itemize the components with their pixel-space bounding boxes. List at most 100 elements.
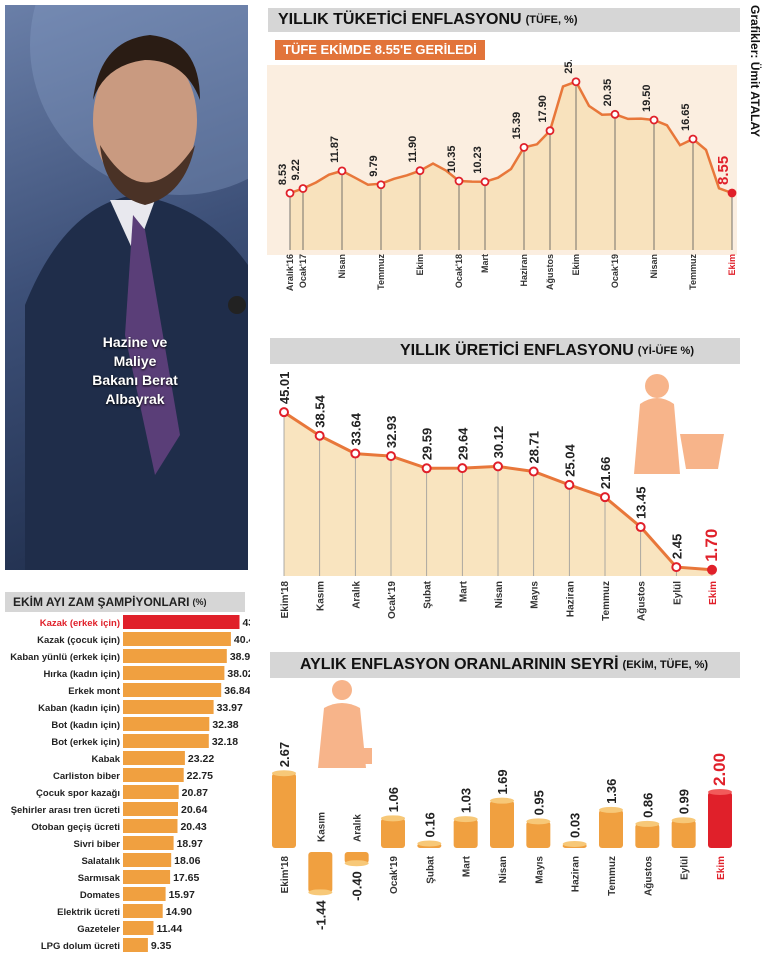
monthly-bar-cap xyxy=(562,841,587,847)
monthly-bar-cap xyxy=(272,770,296,777)
cpi-value-label: 20.35 xyxy=(602,79,614,107)
champion-value-label: 36.84 xyxy=(224,685,250,697)
monthly-bar-cap xyxy=(453,816,478,823)
woman-figure-icon xyxy=(332,680,352,700)
monthly-value-label: -1.44 xyxy=(313,900,328,930)
ppi-point xyxy=(314,430,325,441)
champion-bar xyxy=(123,819,178,833)
cpi-chart-title: YILLIK TÜKETİCİ ENFLASYONU (TÜFE, %) xyxy=(268,8,740,32)
cpi-point xyxy=(454,176,464,186)
ppi-point xyxy=(707,564,717,575)
cpi-point xyxy=(415,166,425,176)
monthly-bar-cap xyxy=(599,806,623,813)
champion-value-label: 38.94 xyxy=(230,651,250,663)
cpi-tick-label: Ocak'17 xyxy=(298,254,308,288)
champion-item-label: Sivri biber xyxy=(74,839,121,850)
monthly-tick-label: Ekim xyxy=(716,856,727,880)
ppi-chart-title: YILLIK ÜRETİCİ ENFLASYONU (Yİ-ÜFE %) xyxy=(270,338,740,364)
ppi-tick-label: Mayıs xyxy=(530,581,541,609)
champions-title-unit: (%) xyxy=(192,597,207,607)
cpi-value-label: 15.39 xyxy=(511,112,523,140)
monthly-title-text: AYLIK ENFLASYON ORANLARININ SEYRİ xyxy=(300,656,619,673)
monthly-value-label: -0.40 xyxy=(350,871,365,901)
cpi-value-label: 17.90 xyxy=(537,95,549,123)
champion-bar xyxy=(123,853,172,867)
monthly-bar xyxy=(599,809,623,848)
monthly-value-label: 0.03 xyxy=(568,813,583,838)
monthly-bar-cap xyxy=(417,840,442,847)
champion-bar xyxy=(123,666,225,680)
champion-bar xyxy=(123,938,148,952)
monthly-bar xyxy=(635,823,660,848)
cpi-tick-label: Ekim xyxy=(727,254,737,276)
price-champions-title: EKİM AYI ZAM ŞAMPİYONLARI (%) xyxy=(5,592,245,612)
monthly-bar-cap xyxy=(671,817,696,824)
champion-item-label: Domates xyxy=(80,890,120,901)
monthly-bar xyxy=(308,852,333,893)
champion-bar xyxy=(123,615,240,629)
champion-value-label: 15.97 xyxy=(169,889,195,901)
ppi-value-label: 30.12 xyxy=(491,426,506,459)
monthly-chart-title: AYLIK ENFLASYON ORANLARININ SEYRİ (EKİM, … xyxy=(270,652,740,678)
cpi-tick-label: Aralık'16 xyxy=(285,254,295,291)
cpi-series-line xyxy=(289,80,733,195)
champion-item-label: Hırka (kadın için) xyxy=(43,669,120,680)
cpi-title-unit: (TÜFE, %) xyxy=(525,14,578,26)
monthly-bar xyxy=(708,792,732,848)
monthly-value-label: 0.86 xyxy=(640,793,655,818)
cpi-value-label: 8.55 xyxy=(715,156,732,185)
ppi-value-label: 32.93 xyxy=(384,416,399,449)
champion-value-label: 32.38 xyxy=(212,719,238,731)
champion-value-label: 23.22 xyxy=(188,753,214,765)
ppi-point xyxy=(279,407,289,418)
cpi-point xyxy=(649,115,659,125)
monthly-bar-cap xyxy=(490,797,514,804)
monthly-bar-cap xyxy=(526,818,551,825)
monthly-tick-label: Nisan xyxy=(498,856,509,883)
monthly-tick-label: Ağustos xyxy=(643,856,654,896)
champion-value-label: 38.02 xyxy=(227,668,250,680)
cpi-value-label: 25.24 xyxy=(563,60,575,74)
cpi-value-label: 10.35 xyxy=(446,145,458,173)
cpi-point xyxy=(727,188,737,198)
champion-item-label: LPG dolum ücreti xyxy=(41,941,120,952)
champion-value-label: 22.75 xyxy=(187,770,213,782)
monthly-tick-label: Ocak'19 xyxy=(389,856,400,894)
monthly-value-label: 1.69 xyxy=(495,769,510,794)
ppi-tick-label: Haziran xyxy=(565,581,576,617)
champion-item-label: Salatalık xyxy=(81,856,120,867)
monthly-bar-cap xyxy=(708,789,732,795)
champion-value-label: 32.18 xyxy=(212,736,238,748)
champion-value-label: 17.65 xyxy=(173,872,199,884)
cpi-value-label: 9.22 xyxy=(290,159,302,180)
champion-value-label: 18.06 xyxy=(174,855,200,867)
cpi-tick-label: Nisan xyxy=(649,254,659,279)
champion-bar xyxy=(123,768,184,782)
champion-bar xyxy=(123,683,222,697)
cpi-point xyxy=(298,184,308,193)
champion-item-label: Carliston biber xyxy=(53,771,120,782)
champion-item-label: Sarmısak xyxy=(78,873,121,884)
portrait-illustration xyxy=(25,5,248,570)
cpi-value-label: 11.90 xyxy=(407,136,419,163)
champion-bar xyxy=(123,649,227,663)
monthly-tick-label: Haziran xyxy=(571,856,582,892)
cpi-tick-label: Ekim xyxy=(415,254,425,276)
champion-bar xyxy=(123,785,179,799)
monthly-value-label: 1.36 xyxy=(604,779,619,804)
champions-title-text: EKİM AYI ZAM ŞAMPİYONLARI xyxy=(13,595,190,609)
ppi-tick-label: Aralık xyxy=(351,581,362,609)
monthly-title-unit: (EKİM, TÜFE, %) xyxy=(622,659,709,671)
cpi-title-text: YILLIK TÜKETİCİ ENFLASYONU xyxy=(278,11,522,28)
champion-item-label: Kabak xyxy=(91,754,120,765)
ppi-tick-label: Kasım xyxy=(316,581,327,611)
champion-bar xyxy=(123,802,178,816)
cpi-point xyxy=(545,126,555,136)
cpi-line-chart: 8.53 Aralık'16 9.22 Ocak'17 11.87 Nisan 9.79 Te… xyxy=(267,60,737,291)
cpi-point xyxy=(610,109,620,119)
photo-caption: Hazine ve Maliye Bakanı Berat Albayrak xyxy=(92,334,178,407)
monthly-value-label: 0.99 xyxy=(677,789,692,814)
champion-item-label: Bot (erkek için) xyxy=(51,737,120,748)
cpi-tick-label: Ekim xyxy=(571,254,581,276)
ppi-title-text: YILLIK ÜRETİCİ ENFLASYONU xyxy=(400,342,634,359)
